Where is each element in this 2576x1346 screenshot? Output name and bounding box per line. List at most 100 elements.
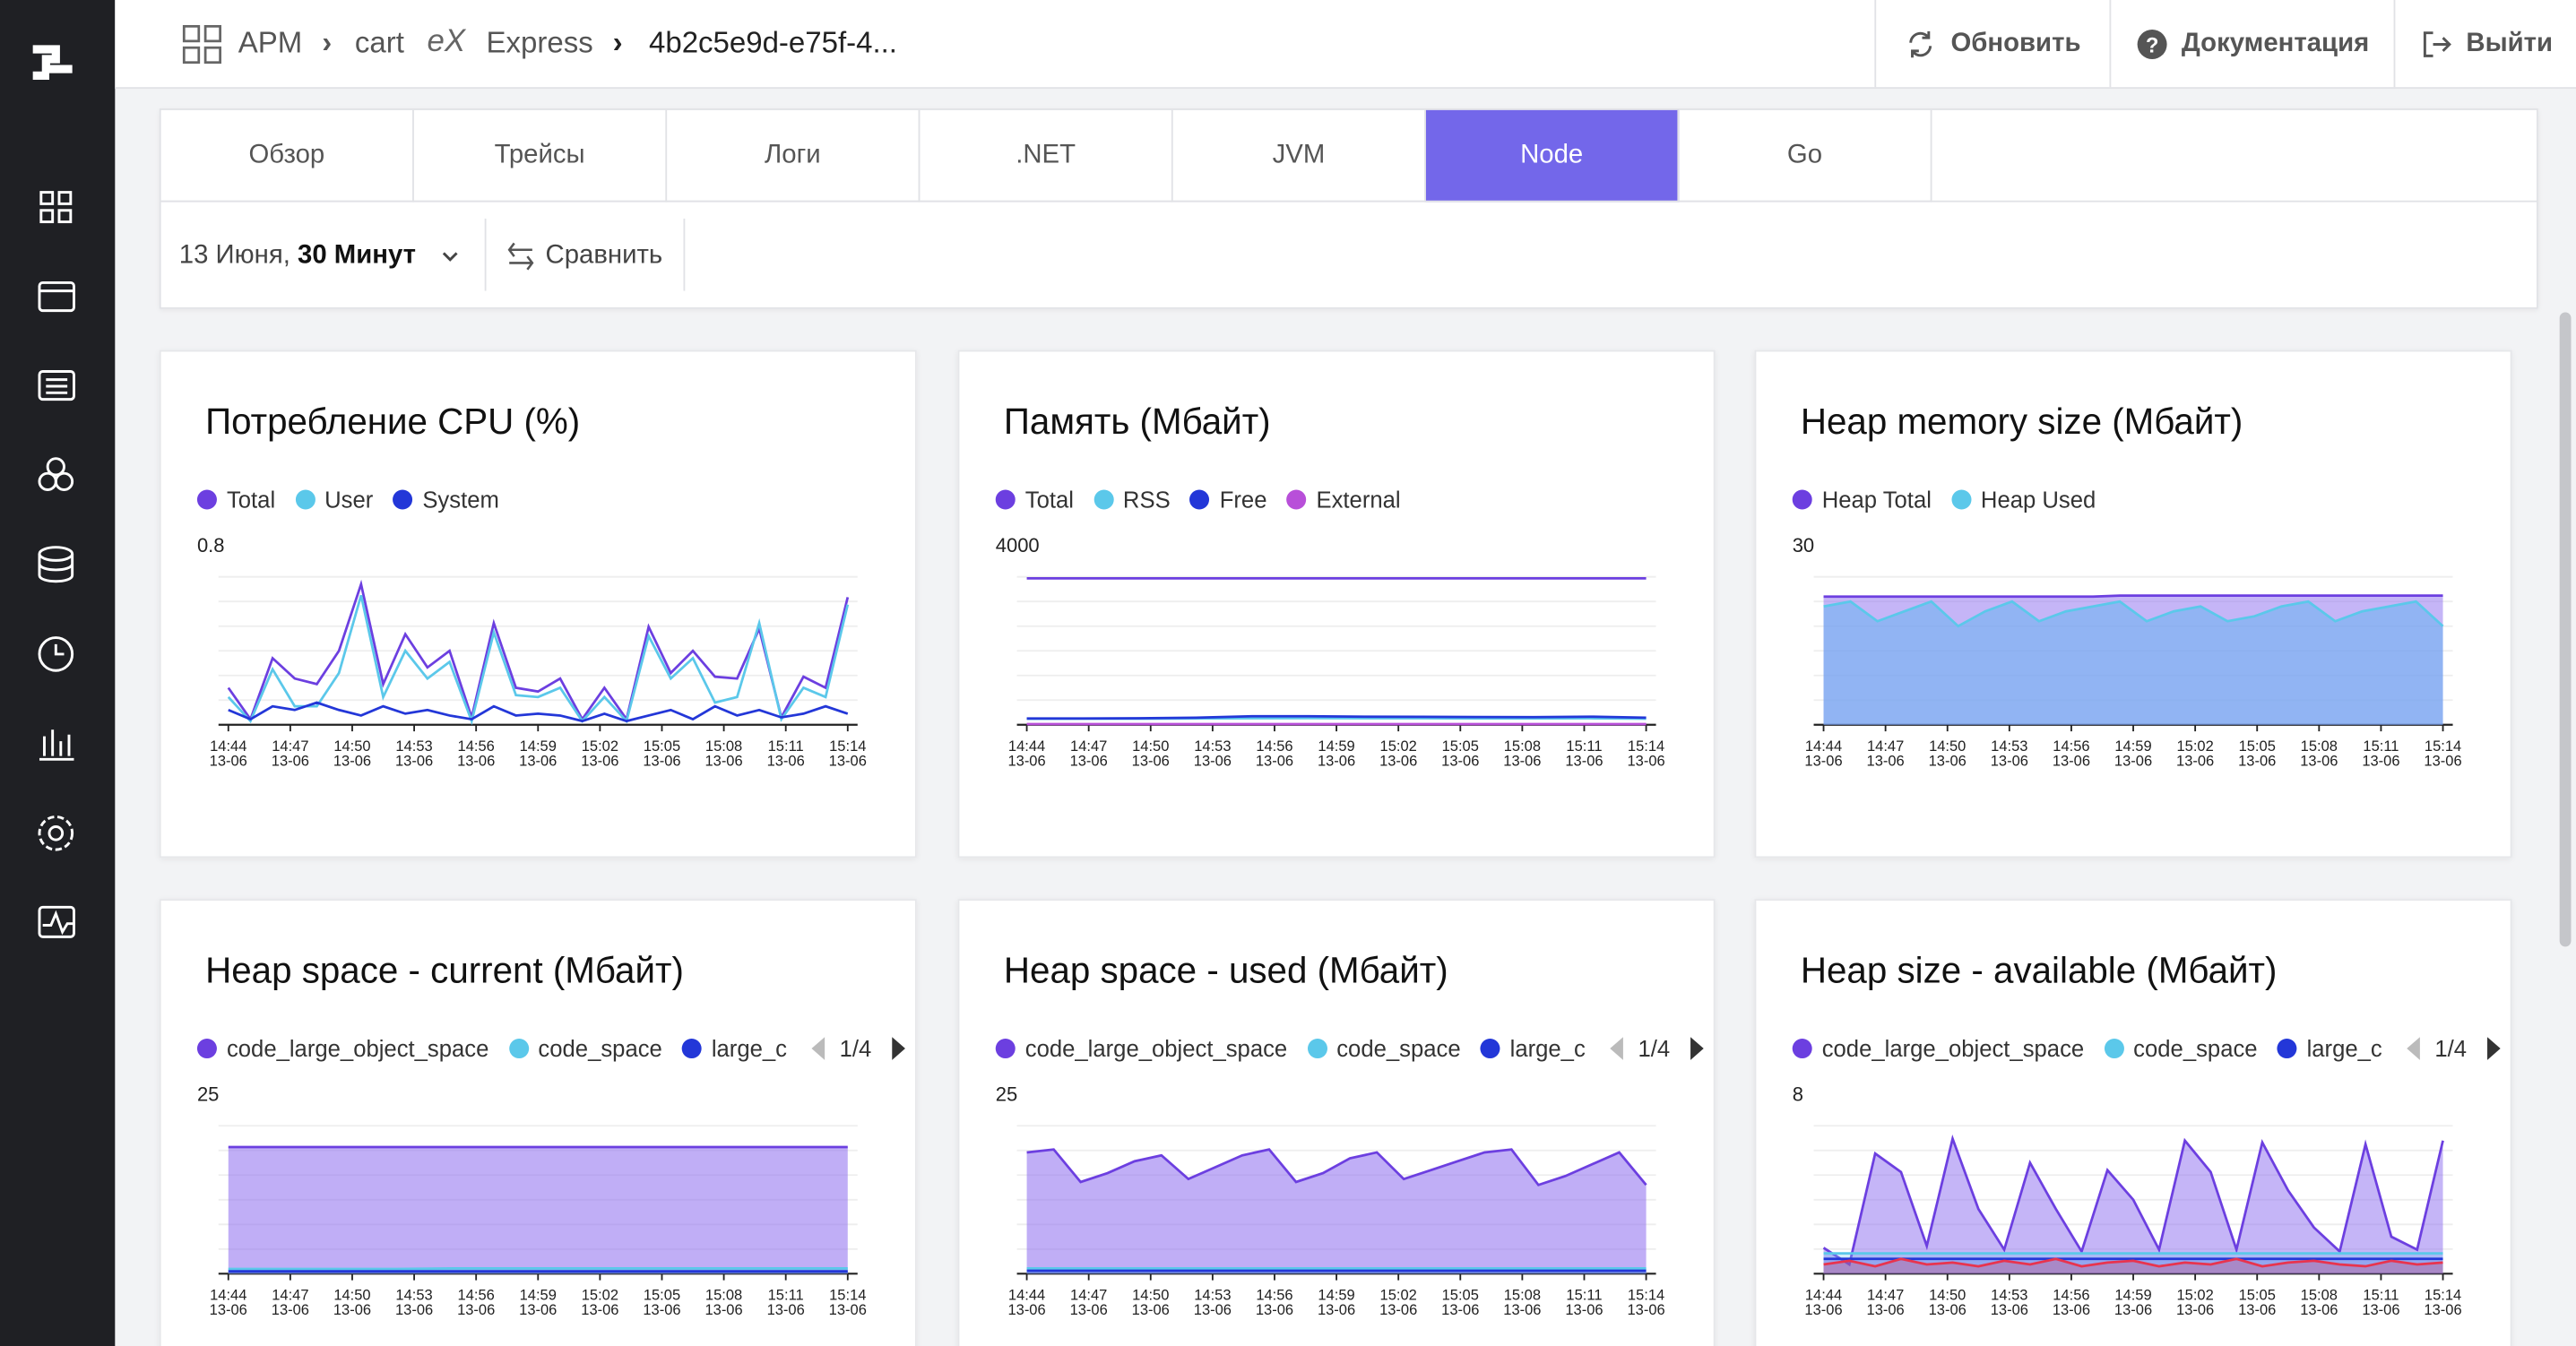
legend-item[interactable]: External (1286, 487, 1401, 513)
x-tick-label: 15:11 (2363, 1288, 2399, 1304)
nav-services[interactable] (38, 457, 74, 491)
scrollbar[interactable] (2559, 312, 2572, 947)
legend-item[interactable]: Total (995, 486, 1074, 513)
legend-item[interactable]: User (295, 487, 373, 513)
compare-button[interactable]: Сравнить (545, 241, 663, 270)
legend-label: code_large_object_space (226, 1035, 489, 1062)
pager-label: 1/4 (2434, 1035, 2468, 1062)
chart-card: Heap size - available (Мбайт) code_large_… (1754, 899, 2512, 1346)
plot: 400014:4413-0614:4713-0614:5013-0614:531… (996, 534, 1665, 770)
legend-item[interactable]: code_space (2104, 1035, 2258, 1062)
legend-label: Total (226, 486, 276, 513)
y-tick-label: 0.8 (197, 534, 225, 557)
legend-item[interactable]: code_large_object_space (995, 1035, 1287, 1062)
tab[interactable]: .NET (920, 109, 1173, 203)
refresh-button[interactable]: Обновить (1874, 0, 2109, 88)
x-tick-label: 14:53 (1991, 738, 2027, 755)
pager-prev[interactable] (2402, 1035, 2425, 1061)
x-tick-label: 14:59 (2114, 738, 2151, 755)
nav-list[interactable] (38, 370, 75, 401)
express-icon: eX (428, 26, 467, 58)
legend-label: User (324, 486, 374, 513)
legend-item[interactable]: code_space (1307, 1035, 1461, 1062)
x-tick-label: 15:14 (829, 1288, 866, 1304)
x-tick-label: 14:59 (1318, 1288, 1354, 1304)
nav-history[interactable] (38, 636, 74, 672)
docs-label: Документация (2181, 29, 2370, 57)
legend-item[interactable]: large_c (1480, 1035, 1586, 1062)
divider (484, 218, 487, 291)
x-tick-label: 14:47 (1867, 738, 1904, 755)
x-tick-label: 14:47 (1070, 1288, 1107, 1304)
x-tick-label: 15:08 (2301, 738, 2338, 755)
x-tick-date: 13-06 (1627, 754, 1664, 770)
docs-button[interactable]: ? Документация (2109, 0, 2393, 88)
x-tick-date: 13-06 (1565, 1302, 1603, 1318)
legend-label: Total (1024, 486, 1074, 513)
logout-button[interactable]: Выйти (2393, 0, 2576, 88)
legend-item[interactable]: code_large_object_space (1792, 1035, 2084, 1062)
tab[interactable]: Трейсы (413, 109, 668, 203)
legend-item[interactable]: Heap Used (1950, 486, 2096, 513)
x-tick-label: 14:53 (395, 1288, 432, 1304)
date-picker[interactable]: 13 Июня, 30 Минут (179, 242, 416, 272)
nav-metrics[interactable] (39, 729, 74, 761)
nav-settings[interactable] (38, 815, 74, 851)
x-tick-label: 14:44 (210, 738, 246, 755)
x-tick-label: 14:50 (1132, 1288, 1169, 1304)
legend-pager: 1/4 (807, 1035, 912, 1062)
legend-item[interactable]: code_space (508, 1035, 662, 1062)
nav-dashboard[interactable] (39, 191, 73, 224)
legend-label: Heap Total (1821, 486, 1932, 513)
x-tick-label: 15:05 (644, 1288, 680, 1304)
tab[interactable]: Обзор (160, 109, 414, 203)
chart-card: Heap space - used (Мбайт) code_large_obje… (957, 899, 1716, 1346)
x-tick-date: 13-06 (1441, 1302, 1479, 1318)
x-tick-date: 13-06 (1804, 1302, 1842, 1318)
breadcrumb-framework[interactable]: Express (486, 26, 593, 60)
legend-item[interactable]: large_c (681, 1035, 787, 1062)
tab[interactable]: Node (1425, 109, 1680, 203)
legend-item[interactable]: System (393, 487, 499, 513)
legend-item[interactable]: Free (1189, 487, 1266, 513)
legend-item[interactable]: large_c (2277, 1035, 2382, 1062)
x-tick-label: 14:50 (1929, 1288, 1966, 1304)
legend-label: Heap Used (1980, 486, 2096, 513)
series-area (1823, 601, 2443, 725)
pager-prev[interactable] (1605, 1035, 1629, 1061)
legend-item[interactable]: RSS (1093, 487, 1171, 513)
legend-item[interactable]: code_large_object_space (196, 1035, 489, 1062)
breadcrumb-service[interactable]: cart (354, 26, 404, 60)
tab[interactable]: Логи (667, 109, 921, 203)
legend-item[interactable]: Heap Total (1792, 486, 1932, 513)
x-tick-date: 13-06 (2424, 754, 2461, 770)
pager-next[interactable] (2483, 1035, 2506, 1061)
breadcrumb-apm[interactable]: APM (238, 26, 303, 60)
chart-title: Heap memory size (Мбайт) (1800, 401, 2243, 443)
pager-next[interactable] (888, 1035, 912, 1061)
legend-label: code_space (538, 1035, 662, 1062)
series-line (227, 579, 850, 722)
x-tick-label: 15:08 (2301, 1288, 2338, 1304)
nav-database[interactable] (38, 546, 74, 583)
series-line (1823, 1257, 2443, 1268)
x-tick-date: 13-06 (1867, 1302, 1905, 1318)
x-tick-date: 13-06 (705, 754, 742, 770)
tab[interactable]: JVM (1172, 109, 1426, 203)
nav-window[interactable] (38, 280, 75, 313)
x-tick-date: 13-06 (829, 754, 867, 770)
legend-label: large_c (711, 1035, 787, 1062)
nav-monitor[interactable] (38, 905, 75, 938)
x-tick-date: 13-06 (2424, 1302, 2461, 1318)
legend-item[interactable]: Total (196, 486, 276, 513)
pager-next[interactable] (1686, 1035, 1709, 1061)
chart-card: Память (Мбайт) Total RSS Free External 4000 14… (957, 349, 1716, 859)
pager-prev[interactable] (807, 1035, 830, 1061)
x-tick-date: 13-06 (1565, 754, 1603, 770)
tab[interactable]: Go (1679, 109, 1932, 203)
x-tick-label: 15:14 (1628, 1288, 1664, 1304)
logout-label: Выйти (2466, 29, 2554, 57)
legend-swatch (2277, 1039, 2297, 1059)
legend-swatch (1093, 489, 1113, 510)
legend-swatch (1480, 1039, 1500, 1059)
